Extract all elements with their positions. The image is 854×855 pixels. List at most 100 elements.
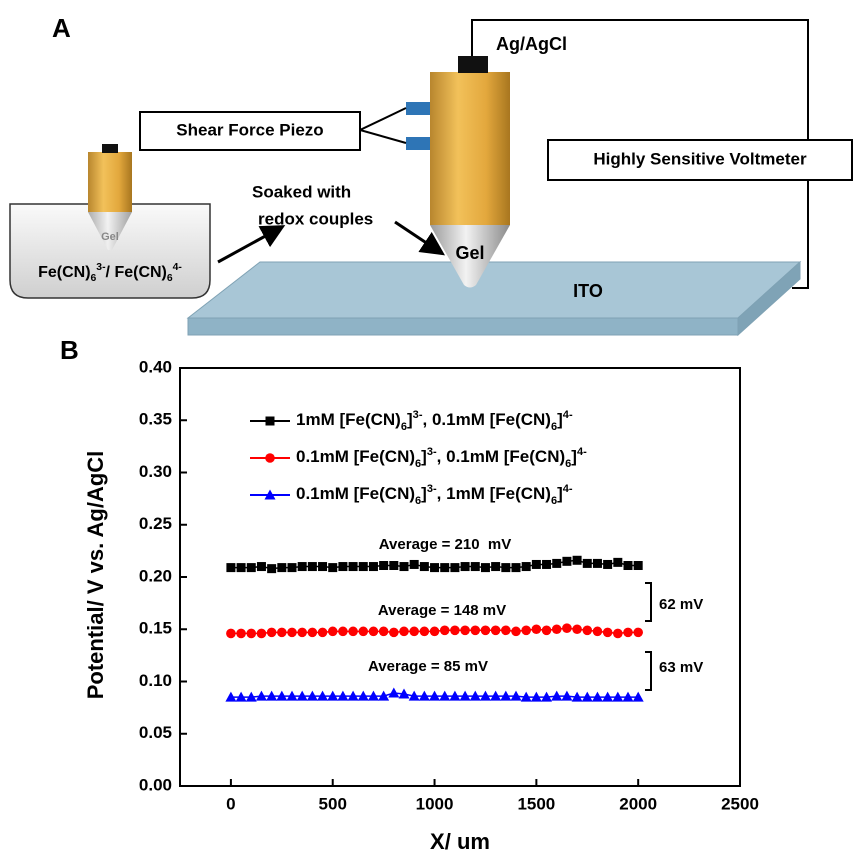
marker: [613, 557, 623, 567]
marker: [266, 627, 277, 638]
marker: [521, 625, 531, 636]
annotation: Average = 85 mV: [368, 658, 488, 675]
small-cap: [102, 144, 118, 153]
bracket: [645, 582, 652, 622]
marker: [501, 625, 511, 636]
marker: [296, 690, 308, 701]
marker: [358, 562, 368, 572]
x-tick-label: 500: [319, 794, 347, 813]
x-tick-label: 1500: [517, 794, 555, 813]
marker: [551, 624, 562, 635]
y-tick-label: 0.05: [139, 723, 172, 742]
marker: [541, 691, 553, 702]
legend-label: 1mM [Fe(CN)6]3-, 0.1mM [Fe(CN)6]4-: [296, 409, 573, 433]
ito-side: [737, 260, 801, 337]
marker: [246, 563, 256, 573]
marker: [562, 623, 572, 634]
marker: [408, 690, 420, 701]
marker: [306, 690, 318, 701]
marker: [357, 690, 369, 701]
marker: [592, 558, 602, 568]
marker: [409, 559, 419, 569]
marker: [286, 690, 298, 701]
bracket: [645, 651, 652, 691]
marker: [317, 690, 329, 701]
panel-label: B: [60, 335, 79, 365]
panel-b: B X/ um Potential/ V vs. Ag/AgCl 0.00 0.0…: [60, 335, 759, 854]
x-tick-label: 2500: [721, 794, 759, 813]
marker: [511, 563, 521, 573]
gel-label: Gel: [455, 243, 484, 263]
y-tick-label: 0.10: [139, 671, 172, 690]
electrode-cap: [458, 56, 488, 73]
marker: [348, 626, 358, 637]
marker: [378, 626, 389, 637]
annotation: 62 mV: [659, 596, 703, 613]
marker: [500, 690, 512, 701]
marker: [236, 628, 246, 639]
marker: [256, 628, 267, 639]
marker: [572, 624, 582, 635]
marker: [470, 562, 480, 572]
annotation: 63 mV: [659, 659, 703, 676]
marker: [256, 562, 266, 572]
y-tick-label: 0.30: [139, 462, 172, 481]
soak-label: redox couples: [258, 209, 373, 228]
marker: [622, 691, 634, 702]
marker: [521, 562, 531, 572]
marker: [480, 625, 491, 636]
marker: [562, 556, 572, 566]
marker: [520, 691, 532, 702]
marker: [246, 628, 257, 639]
marker: [542, 559, 552, 569]
y-tick-label: 0.20: [139, 566, 172, 585]
marker: [450, 563, 460, 573]
marker: [225, 691, 237, 702]
marker: [480, 563, 490, 573]
marker: [264, 489, 276, 500]
marker: [276, 690, 288, 701]
marker: [450, 625, 460, 636]
marker: [348, 562, 358, 572]
marker: [368, 562, 378, 572]
marker: [265, 453, 275, 463]
marker: [633, 561, 643, 571]
piezo-box: [139, 111, 361, 151]
marker: [419, 626, 430, 637]
marker: [266, 690, 278, 701]
marker: [460, 562, 470, 572]
marker: [367, 690, 379, 701]
marker: [409, 626, 419, 637]
annotation: Average = 210 mV: [379, 536, 511, 553]
marker: [449, 690, 461, 701]
marker: [429, 626, 440, 637]
marker: [490, 690, 502, 701]
voltmeter-label: Highly Sensitive Voltmeter: [593, 149, 807, 168]
piezo: [406, 102, 430, 115]
marker: [418, 690, 430, 701]
marker: [389, 627, 399, 638]
marker: [470, 625, 481, 636]
marker: [235, 691, 247, 702]
marker: [255, 690, 267, 701]
x-tick-label: 1000: [416, 794, 454, 813]
marker: [327, 626, 338, 637]
marker: [358, 626, 369, 637]
y-tick-label: 0.00: [139, 775, 172, 794]
marker: [267, 564, 277, 574]
marker: [531, 624, 542, 635]
marker: [632, 691, 644, 702]
marker: [297, 562, 307, 572]
marker: [347, 690, 359, 701]
electrode-label: Ag/AgCl: [496, 34, 567, 54]
marker: [440, 563, 450, 573]
marker: [479, 690, 491, 701]
legend-label: 0.1mM [Fe(CN)6]3-, 0.1mM [Fe(CN)6]4-: [296, 446, 587, 470]
marker: [419, 562, 429, 572]
piezo-label: Shear Force Piezo: [176, 120, 323, 139]
marker: [530, 691, 542, 702]
marker: [287, 627, 297, 638]
x-axis-label: X/ um: [430, 829, 490, 854]
marker: [602, 691, 614, 702]
